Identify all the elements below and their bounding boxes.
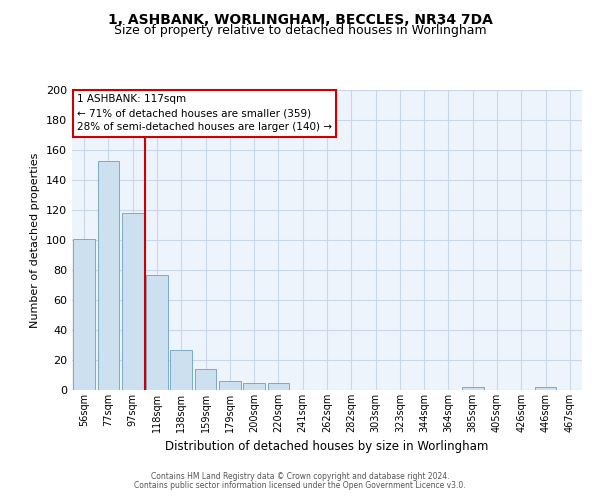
Bar [97,160,119,390]
Bar [122,213,143,390]
Text: 1 ASHBANK: 117sqm
← 71% of detached houses are smaller (359)
28% of semi-detache: 1 ASHBANK: 117sqm ← 71% of detached hous… [77,94,332,132]
Y-axis label: Number of detached properties: Number of detached properties [31,152,40,328]
Text: Contains public sector information licensed under the Open Government Licence v3: Contains public sector information licen… [134,481,466,490]
Text: 1, ASHBANK, WORLINGHAM, BECCLES, NR34 7DA: 1, ASHBANK, WORLINGHAM, BECCLES, NR34 7D… [107,12,493,26]
Bar [535,387,556,390]
Bar [243,382,265,390]
Text: Size of property relative to detached houses in Worlingham: Size of property relative to detached ho… [113,24,487,37]
Bar [268,382,289,390]
Bar [73,238,95,390]
Bar [170,350,192,390]
X-axis label: Distribution of detached houses by size in Worlingham: Distribution of detached houses by size … [166,440,488,454]
Bar [219,381,241,390]
Bar [462,387,484,390]
Text: Contains HM Land Registry data © Crown copyright and database right 2024.: Contains HM Land Registry data © Crown c… [151,472,449,481]
Bar [146,274,168,390]
Bar [194,369,217,390]
